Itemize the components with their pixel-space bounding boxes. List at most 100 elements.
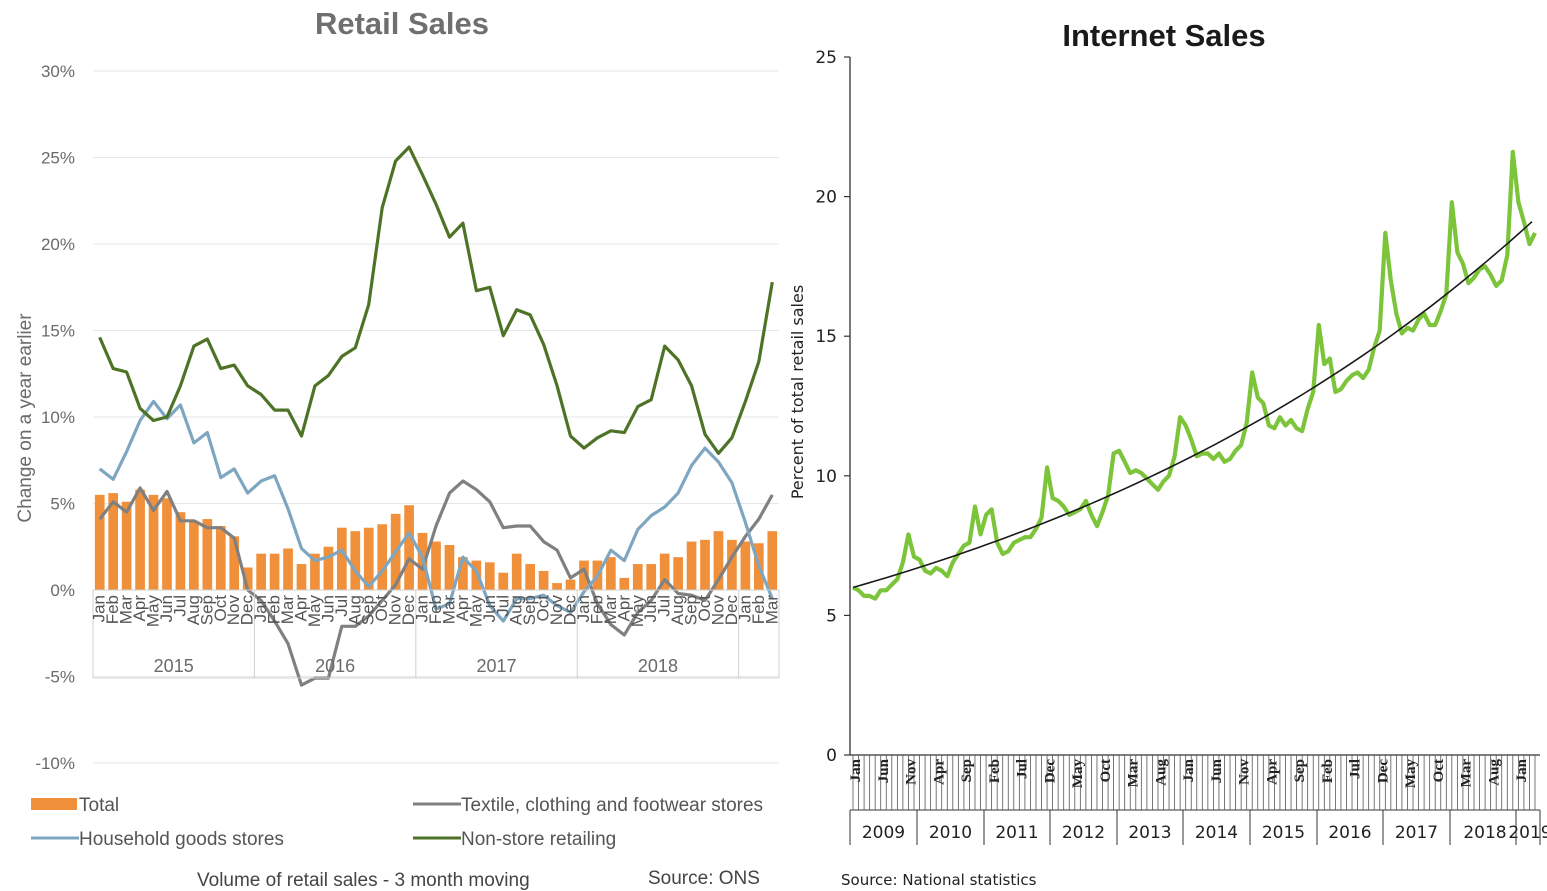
retail-month-tick-label: Mar [762,595,781,625]
retail-bar-total [565,579,576,590]
retail-bar-total [94,494,105,590]
retail-month-tick-label: Dec [722,595,741,626]
retail-bar-total [444,545,455,590]
internet-month-tick-label: Apr [931,759,947,785]
retail-y-tick-label: -10% [35,754,75,773]
retail-month-tick-label: Jan [90,595,109,622]
legend-total-swatch [31,798,77,810]
internet-month-tick-label: May [1403,759,1419,789]
retail-month-tick-label: Dec [399,595,418,626]
retail-month-tick-label: Jul [170,595,189,617]
retail-month-tick-label: Sep [682,595,701,625]
internet-year-label: 2017 [1395,823,1438,843]
retail-bar-total [659,553,670,590]
retail-footnote: Volume of retail sales - 3 month moving [197,870,530,891]
retail-month-tick-label: Jun [480,595,499,622]
retail-month-tick-label: Dec [238,595,257,626]
retail-month-tick-label: Aug [184,595,203,625]
retail-y-tick-label: 10% [41,408,75,427]
legend-nonstore-label: Non-store retailing [461,829,616,850]
internet-year-label: 2009 [862,823,905,843]
retail-bar-total [162,498,172,590]
internet-year-label: 2014 [1195,823,1238,843]
internet-year-label: 2018 [1463,823,1506,843]
internet-month-tick-label: Aug [1486,759,1502,786]
internet-month-tick-label: Oct [1098,759,1114,782]
retail-month-tick-label: Jul [493,595,512,617]
retail-bar-total [350,531,361,590]
internet-month-tick-label: Feb [987,759,1003,783]
retail-bar-total [740,541,751,590]
retail-bar-total [606,557,616,590]
retail-bar-total [229,536,240,590]
retail-bar-total [242,567,253,590]
retail-year-label: 2016 [315,656,355,676]
retail-month-tick-label: Jun [157,595,176,622]
retail-bar-total [269,553,280,590]
retail-bar-total [646,564,657,590]
retail-bar-total [189,520,199,590]
internet-y-tick-label: 0 [826,746,837,766]
retail-bar-total [202,519,213,590]
internet-y-tick-label: 20 [815,188,837,208]
retail-source: Source: ONS [648,868,760,889]
retail-bar-total [337,527,347,590]
retail-month-tick-label: Oct [211,595,230,622]
retail-month-tick-label: May [466,595,485,628]
retail-y-axis-label: Change on a year earlier [15,313,36,523]
retail-bar-total [767,531,778,590]
internet-line-sales [852,149,1537,601]
retail-bar-total [727,539,737,590]
retail-month-tick-label: Feb [587,595,606,624]
retail-bar-total [498,572,509,590]
retail-month-tick-label: May [144,595,163,628]
internet-month-tick-label: Jun [1209,758,1225,783]
retail-month-tick-label: Oct [695,595,714,622]
internet-source: Source: National statistics [841,871,1037,889]
retail-bar-total [484,562,495,590]
retail-month-tick-label: Aug [668,595,687,625]
retail-y-tick-label: 25% [41,149,75,168]
retail-bar-total [310,553,320,590]
retail-month-tick-label: Mar [440,595,459,625]
retail-bar-total [700,539,710,590]
retail-bar-total [323,546,334,590]
retail-y-tick-label: 30% [41,62,75,81]
legend-textile-label: Textile, clothing and footwear stores [461,795,763,816]
retail-month-tick-label: Jan [413,595,432,622]
internet-month-tick-label: May [1070,759,1086,789]
internet-month-tick-label: Jun [876,758,892,783]
internet-year-label: 2013 [1128,823,1171,843]
internet-month-tick-label: Aug [1153,759,1169,786]
internet-year-label: 2015 [1262,823,1305,843]
retail-month-tick-label: Nov [386,595,405,626]
retail-month-tick-label: Jan [251,595,270,622]
retail-line-household [98,399,774,623]
retail-month-tick-label: Apr [614,595,633,622]
retail-y-tick-label: 20% [41,235,75,254]
internet-month-tick-label: Sep [1292,759,1308,782]
internet-y-tick-label: 25 [815,48,837,68]
retail-bar-total [296,564,307,590]
retail-month-tick-label: Dec [561,595,580,626]
retail-bar-total [686,541,697,590]
retail-y-tick-label: 5% [50,495,75,514]
internet-y-tick-label: 15 [815,327,837,347]
internet-y-tick-label: 5 [826,606,837,626]
retail-bar-total [363,527,374,590]
internet-month-tick-label: Apr [1264,759,1280,785]
retail-bar-total [148,494,159,590]
retail-month-tick-label: May [305,595,324,628]
retail-y-tick-label: 0% [50,581,75,600]
retail-bar-total [579,560,589,590]
retail-month-tick-label: Apr [453,595,472,622]
internet-month-tick-label: Mar [1126,759,1142,788]
retail-line-textile [98,479,774,687]
internet-month-tick-label: Dec [1042,759,1058,783]
retail-month-tick-label: Aug [507,595,526,625]
retail-bar-total [511,553,522,590]
retail-month-tick-label: May [628,595,647,628]
retail-month-tick-label: Jul [655,595,674,617]
internet-month-tick-label: Nov [904,759,920,785]
legend-household-label: Household goods stores [79,829,284,850]
